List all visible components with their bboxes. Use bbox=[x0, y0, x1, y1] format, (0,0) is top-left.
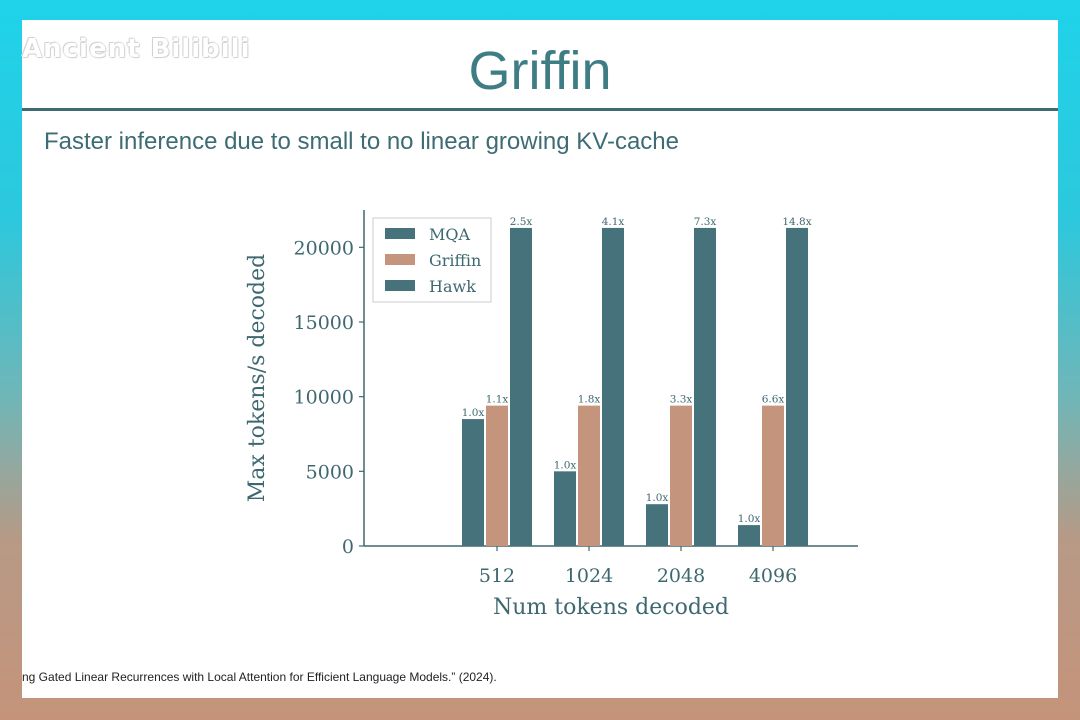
x-tick-label: 512 bbox=[479, 565, 515, 587]
slide-title: Griffin bbox=[468, 41, 612, 101]
legend-swatch-mqa bbox=[385, 228, 415, 239]
legend-label-mqa: MQA bbox=[429, 225, 471, 244]
bar-data-label: 7.3x bbox=[694, 216, 717, 228]
y-tick-label: 5000 bbox=[306, 461, 354, 483]
bar-mqa bbox=[554, 471, 576, 546]
bar-mqa bbox=[462, 419, 484, 546]
bar-mqa bbox=[646, 504, 668, 546]
x-tick-label: 4096 bbox=[749, 565, 797, 587]
bar-hawk bbox=[786, 227, 808, 547]
bar-data-label: 1.8x bbox=[578, 394, 601, 406]
bar-griffin bbox=[486, 405, 508, 546]
bar-data-label: 1.0x bbox=[738, 513, 761, 525]
y-tick-label: 10000 bbox=[294, 387, 354, 409]
citation-footer: ng Gated Linear Recurrences with Local A… bbox=[22, 670, 497, 684]
bar-mqa bbox=[738, 525, 760, 546]
x-tick-label: 1024 bbox=[565, 565, 613, 587]
watermark-logo: Ancient Bilibili bbox=[22, 34, 251, 64]
y-axis-label: Max tokens/s decoded bbox=[245, 254, 270, 503]
y-tick-label: 20000 bbox=[294, 237, 354, 259]
legend-label-hawk: Hawk bbox=[429, 277, 476, 296]
bar-hawk bbox=[694, 227, 716, 547]
bar-data-label: 1.1x bbox=[486, 394, 509, 406]
bar-data-label: 1.0x bbox=[462, 407, 485, 419]
bar-griffin bbox=[670, 405, 692, 546]
bar-hawk bbox=[602, 227, 624, 547]
bar-chart: 050001000015000200001.0x1.1x2.5x5121.0x1… bbox=[245, 210, 858, 620]
bar-data-label: 14.8x bbox=[782, 216, 811, 228]
bar-griffin bbox=[578, 405, 600, 546]
legend-label-griffin: Griffin bbox=[429, 251, 481, 270]
title-divider bbox=[22, 108, 1058, 111]
legend-swatch-griffin bbox=[385, 254, 415, 265]
slide: Ancient Bilibili Griffin Faster inferenc… bbox=[22, 20, 1058, 698]
bar-data-label: 4.1x bbox=[602, 216, 625, 228]
bar-hawk bbox=[510, 227, 532, 547]
bar-data-label: 6.6x bbox=[762, 394, 785, 406]
bar-data-label: 2.5x bbox=[510, 216, 533, 228]
bar-data-label: 1.0x bbox=[554, 459, 577, 471]
slide-subtitle: Faster inference due to small to no line… bbox=[44, 128, 680, 155]
x-axis-label: Num tokens decoded bbox=[493, 595, 729, 620]
x-tick-label: 2048 bbox=[657, 565, 705, 587]
y-tick-label: 15000 bbox=[294, 312, 354, 334]
bar-data-label: 1.0x bbox=[646, 492, 669, 504]
y-tick-label: 0 bbox=[342, 536, 354, 558]
bar-data-label: 3.3x bbox=[670, 394, 693, 406]
legend-swatch-hawk bbox=[385, 280, 415, 291]
bar-griffin bbox=[762, 405, 784, 546]
